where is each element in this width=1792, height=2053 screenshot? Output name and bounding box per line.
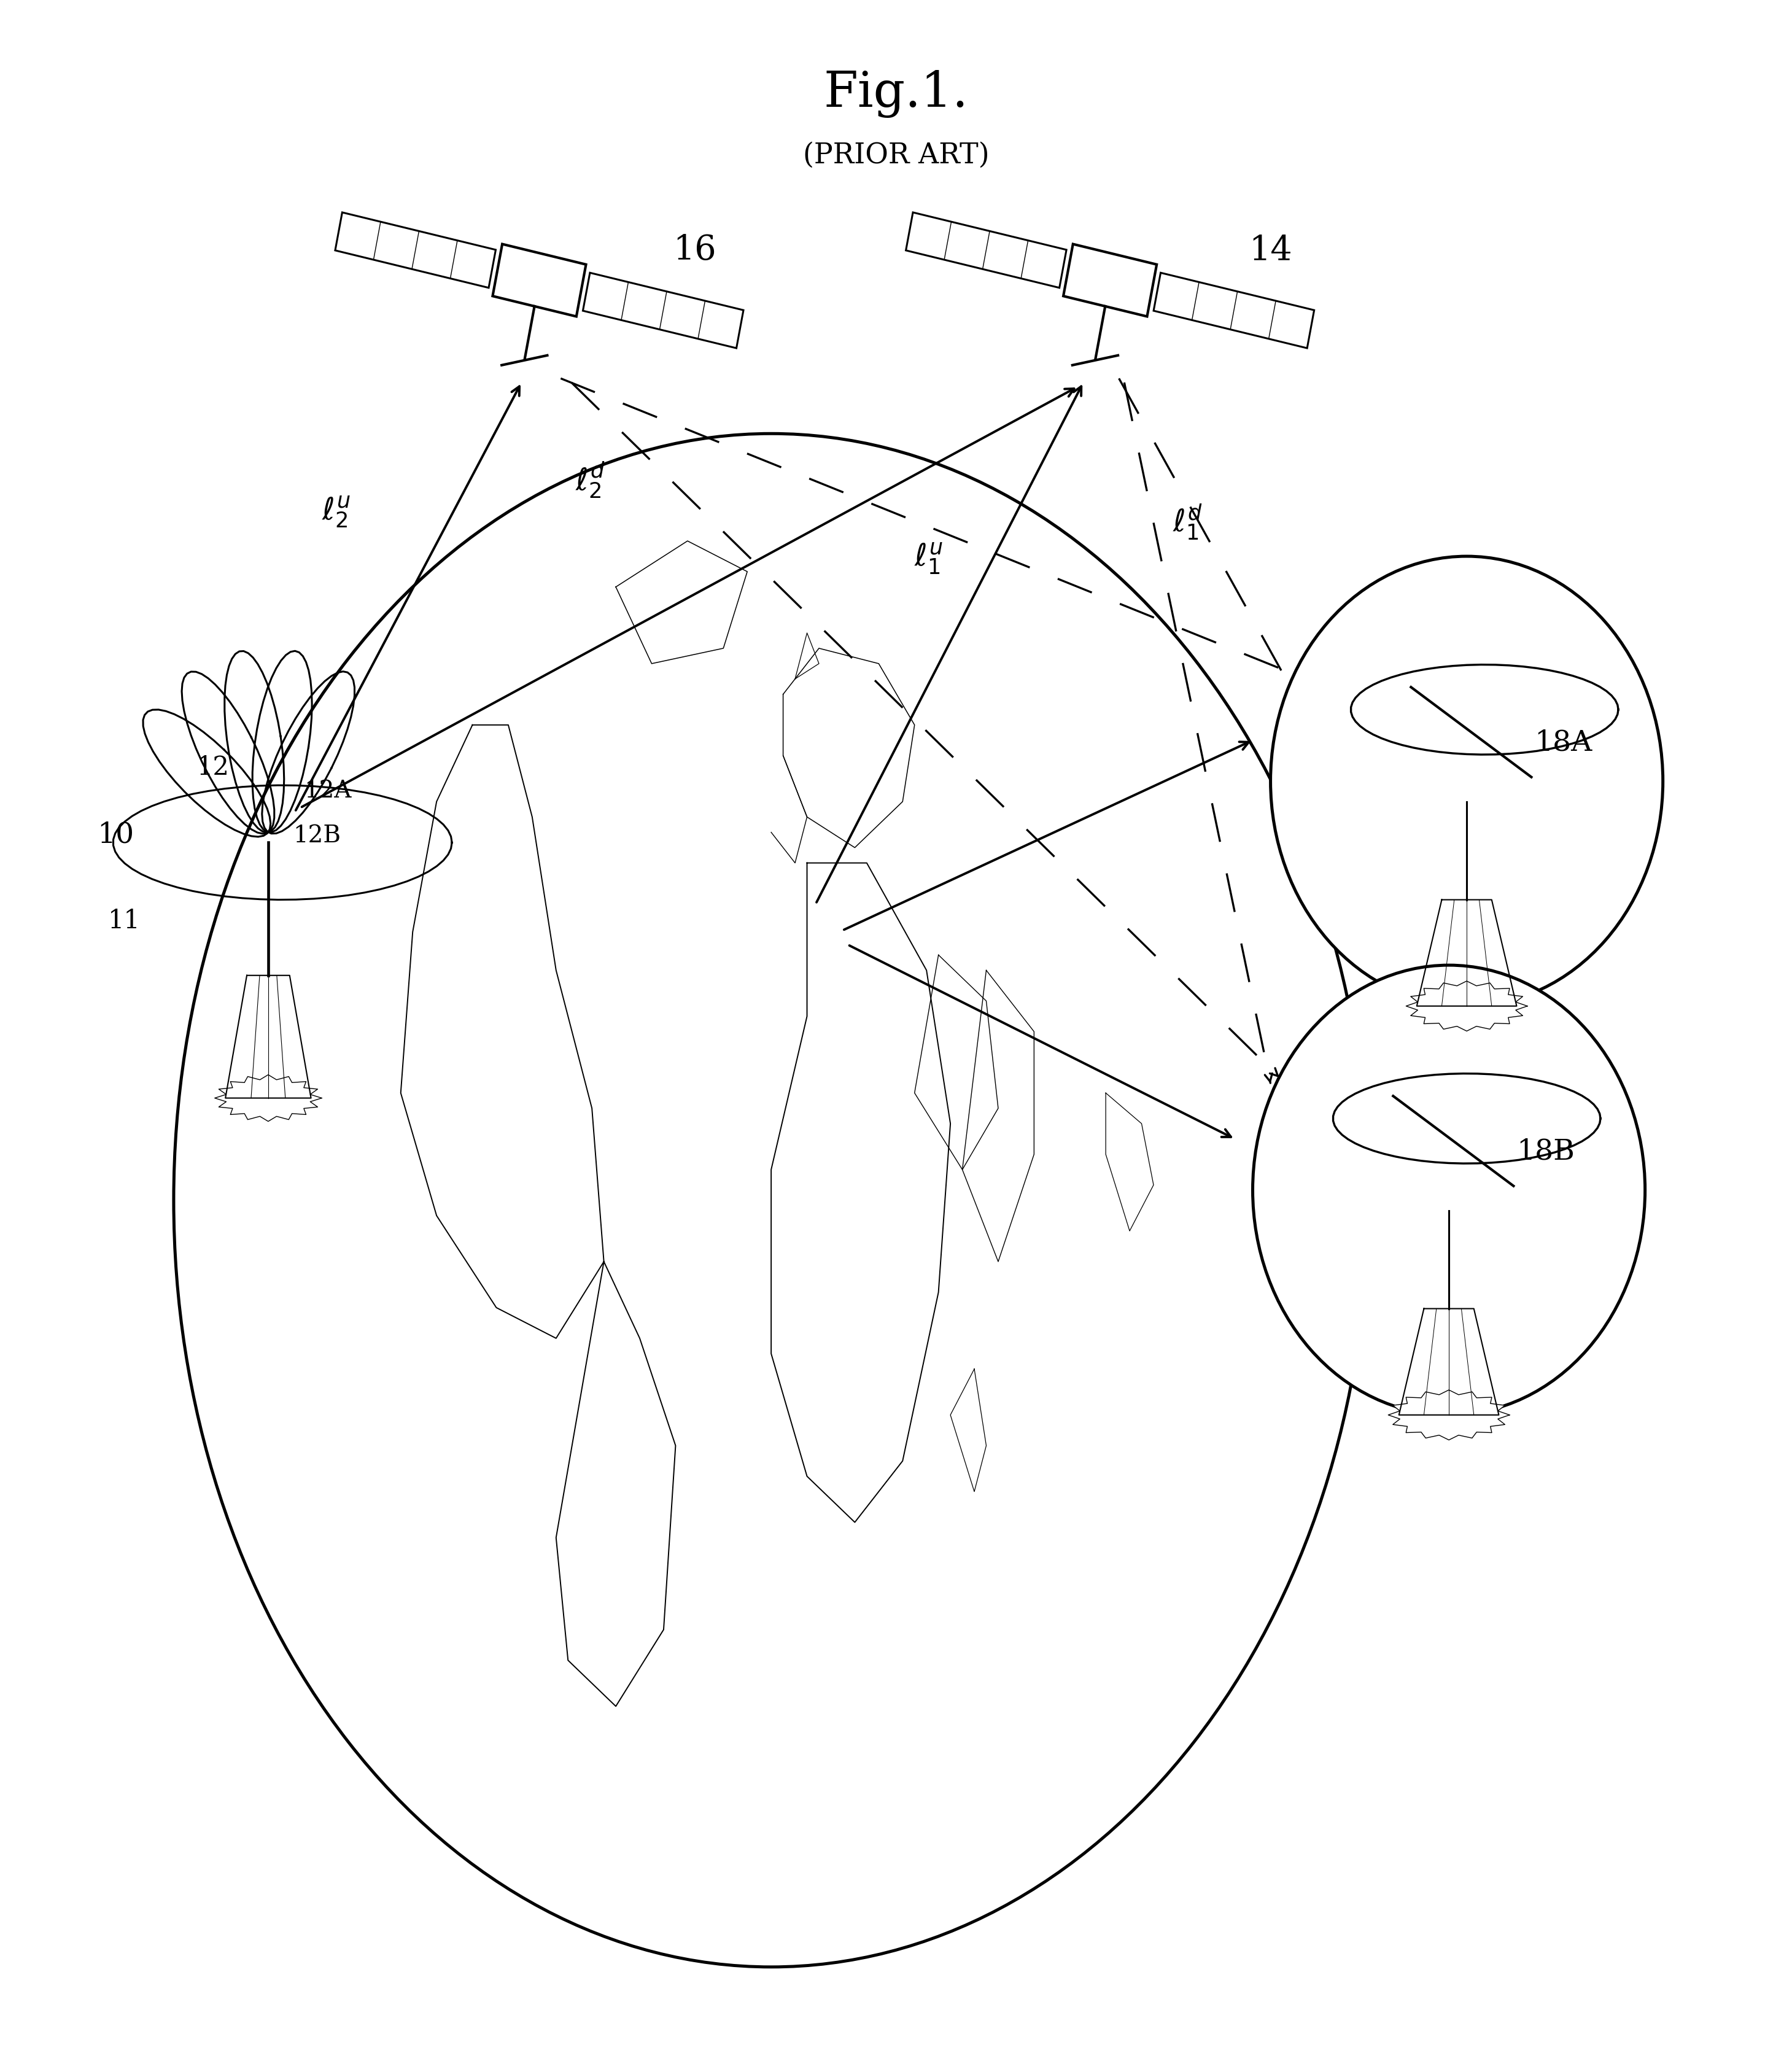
Text: $\ell_1^u$: $\ell_1^u$ (914, 542, 943, 577)
Polygon shape (1154, 273, 1314, 349)
Text: Fig.1.: Fig.1. (824, 70, 968, 117)
Text: 16: 16 (674, 234, 717, 267)
Polygon shape (226, 975, 312, 1098)
Circle shape (1253, 965, 1645, 1415)
Polygon shape (215, 1076, 323, 1121)
Polygon shape (582, 273, 744, 349)
Text: $\ell_1^d$: $\ell_1^d$ (1172, 503, 1202, 542)
Text: $\ell_2^u$: $\ell_2^u$ (323, 495, 351, 530)
Text: 18A: 18A (1534, 729, 1593, 758)
Text: 10: 10 (97, 821, 134, 848)
Polygon shape (907, 211, 1066, 287)
Polygon shape (335, 211, 496, 287)
Text: 12B: 12B (294, 825, 340, 848)
Text: 14: 14 (1249, 234, 1292, 267)
Text: 12: 12 (197, 756, 229, 780)
Text: $\ell_2^d$: $\ell_2^d$ (575, 462, 606, 501)
Polygon shape (1400, 1308, 1498, 1415)
Ellipse shape (174, 433, 1369, 1967)
Polygon shape (1407, 981, 1527, 1031)
Text: 18B: 18B (1516, 1137, 1575, 1166)
Circle shape (1271, 556, 1663, 1006)
Text: 12A: 12A (305, 780, 351, 803)
Polygon shape (1063, 244, 1156, 316)
Polygon shape (1417, 899, 1516, 1006)
Text: 11: 11 (108, 907, 140, 934)
Polygon shape (1389, 1390, 1509, 1439)
Text: (PRIOR ART): (PRIOR ART) (803, 142, 989, 168)
Polygon shape (493, 244, 586, 316)
